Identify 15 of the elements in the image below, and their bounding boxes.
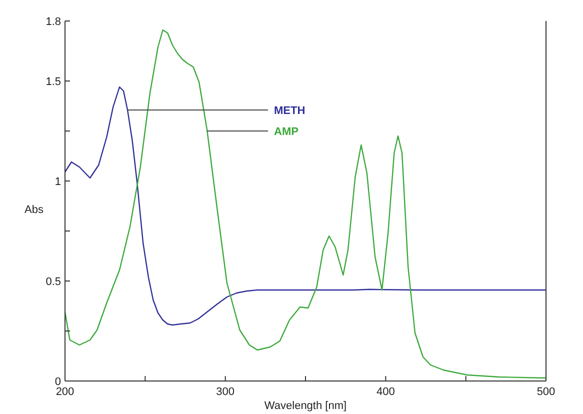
x-tick-label: 400	[376, 386, 395, 398]
x-axis-title: Wavelength [nm]	[264, 400, 347, 412]
y-tick-label: 1.5	[46, 76, 61, 88]
text: METH	[274, 104, 306, 117]
x-tick-label: 300	[216, 386, 235, 398]
y-tick-label: 1	[54, 176, 61, 188]
y-tick-label: 1.8	[46, 16, 61, 28]
line-series	[64, 29, 547, 379]
x-tick-label: 200	[56, 386, 74, 398]
y-tick-label: 0.5	[46, 276, 61, 288]
text: AMP	[274, 126, 298, 138]
line-series	[64, 86, 547, 326]
x-tick-label: 500	[536, 386, 556, 398]
y-axis-title: Abs	[24, 204, 44, 216]
y-tick-label: 0	[54, 376, 61, 388]
